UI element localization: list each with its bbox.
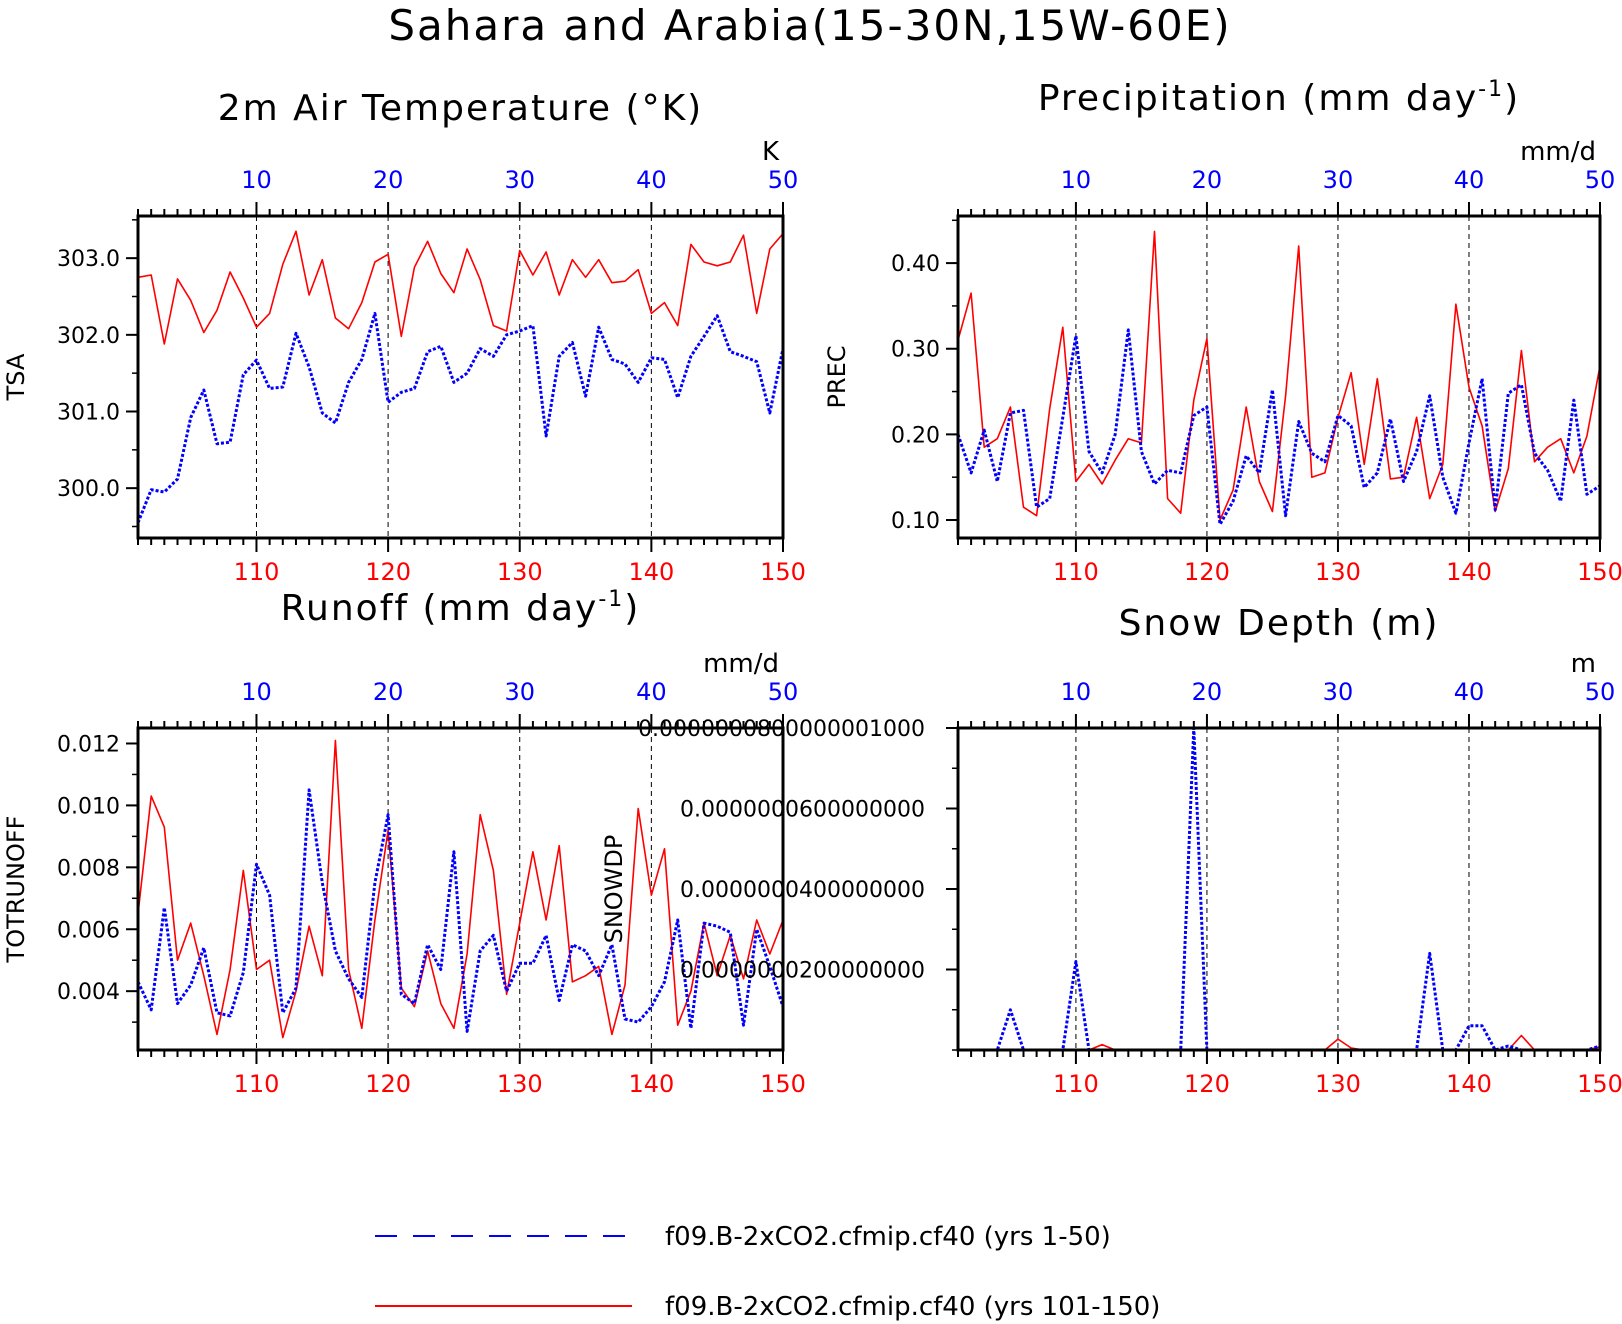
y-axis-label: PREC (823, 345, 851, 408)
y-tick-label: 0.0000000400000000 (680, 878, 925, 903)
x-tick-label-top: 30 (504, 166, 535, 194)
panel-snow-depth: Snow Depth (m) m 110 120 130 140 150 10 20 30 40 50… (600, 603, 1622, 1098)
x-tick-label-bottom: 150 (760, 1070, 806, 1098)
panel-title: Snow Depth (m) (1119, 603, 1440, 644)
panel-air-temperature: 2m Air Temperature (°K) K 110 120 130 140 150 1… (2, 88, 806, 586)
units-label: m (1571, 649, 1596, 679)
panel-title: 2m Air Temperature (°K) (218, 88, 703, 129)
x-tick-label-top: 40 (1454, 166, 1485, 194)
x-tick-label-top: 50 (1585, 166, 1616, 194)
y-tick-label: 0.004 (57, 980, 120, 1005)
y-tick-label: 0.010 (57, 794, 120, 819)
units-label: mm/d (1520, 137, 1596, 167)
legend-label-blue: f09.B-2xCO2.cfmip.cf40 (yrs 1-50) (665, 1222, 1111, 1252)
x-tick-label-top: 40 (636, 166, 667, 194)
x-tick-label-bottom: 110 (234, 1070, 280, 1098)
x-tick-label-bottom: 120 (1184, 1070, 1230, 1098)
plot-frame (136, 726, 785, 1052)
x-tick-label-top: 10 (1061, 678, 1092, 706)
y-axis-label: TOTRUNOFF (2, 816, 30, 964)
x-tick-label-bottom: 130 (1315, 1070, 1361, 1098)
series-line-blue (136, 311, 785, 524)
series-line-red (137, 230, 784, 345)
x-tick-label-top: 40 (1454, 678, 1485, 706)
panel-precipitation: Precipitation (mm day-1)mm/d 110 120 130 140… (823, 77, 1622, 586)
x-tick-label-bottom: 140 (628, 1070, 674, 1098)
x-tick-label-bottom: 130 (1315, 558, 1361, 586)
x-tick-label-bottom: 140 (1446, 1070, 1492, 1098)
x-tick-label-bottom: 140 (628, 558, 674, 586)
panel-title: Runoff (mm day-1) (281, 587, 641, 629)
x-tick-label-bottom: 140 (1446, 558, 1492, 586)
y-tick-label: 0.0000000800000001000 (638, 717, 925, 742)
x-tick-label-top: 20 (373, 678, 404, 706)
x-tick-label-top: 50 (768, 166, 799, 194)
x-tick-label-top: 20 (373, 166, 404, 194)
y-tick-label: 0.40 (891, 252, 940, 277)
y-tick-label: 0.20 (891, 423, 940, 448)
x-tick-label-top: 20 (1192, 678, 1223, 706)
x-tick-label-bottom: 150 (1577, 1070, 1622, 1098)
y-tick-label: 0.0000000200000000 (680, 959, 925, 984)
panel-runoff: Runoff (mm day-1) mm/d 110 120 130 140 150 10 20… (2, 587, 806, 1098)
y-tick-label: 0.0000000600000000 (680, 798, 925, 823)
x-tick-label-bottom: 120 (365, 558, 411, 586)
series-line-blue (958, 726, 1601, 1052)
x-tick-label-bottom: 110 (1053, 558, 1099, 586)
plot-frame (956, 726, 1602, 1052)
x-tick-label-top: 30 (504, 678, 535, 706)
units-label: K (762, 137, 780, 167)
series-line-blue (136, 788, 785, 1033)
x-tick-label-bottom: 110 (1053, 1070, 1099, 1098)
x-tick-label-bottom: 120 (365, 1070, 411, 1098)
x-tick-label-top: 30 (1323, 678, 1354, 706)
panel-title: Precipitation (mm day-1) (1038, 77, 1520, 119)
x-tick-label-top: 20 (1192, 166, 1223, 194)
y-tick-label: 0.012 (57, 732, 120, 757)
y-axis-label: SNOWDP (600, 835, 628, 944)
y-tick-label: 303.0 (57, 247, 120, 272)
legend: f09.B-2xCO2.cfmip.cf40 (yrs 1-50) f09.B-… (375, 1222, 1160, 1322)
legend-label-red: f09.B-2xCO2.cfmip.cf40 (yrs 101-150) (665, 1292, 1160, 1322)
y-tick-label: 0.008 (57, 856, 120, 881)
x-tick-label-bottom: 110 (234, 558, 280, 586)
x-tick-label-top: 10 (241, 678, 272, 706)
y-tick-label: 0.006 (57, 918, 120, 943)
x-tick-label-top: 50 (768, 678, 799, 706)
plot-frame (136, 214, 785, 540)
figure-title: Sahara and Arabia(15-30N,15W-60E) (388, 1, 1231, 50)
x-tick-label-top: 10 (241, 166, 272, 194)
series-line-blue (956, 328, 1601, 526)
x-tick-label-bottom: 150 (1577, 558, 1622, 586)
x-tick-label-top: 10 (1061, 166, 1092, 194)
x-tick-label-top: 50 (1585, 678, 1616, 706)
x-tick-label-top: 30 (1323, 166, 1354, 194)
units-label: mm/d (703, 649, 779, 679)
y-tick-label: 302.0 (57, 324, 120, 349)
x-tick-label-bottom: 130 (497, 558, 543, 586)
x-tick-label-bottom: 120 (1184, 558, 1230, 586)
x-tick-label-top: 40 (636, 678, 667, 706)
y-tick-label: 0.30 (891, 338, 940, 363)
y-tick-label: 0.10 (891, 509, 940, 534)
y-axis-label: TSA (2, 353, 30, 401)
plot-frame (956, 214, 1602, 540)
y-tick-label: 300.0 (57, 477, 120, 502)
series-line-red (137, 739, 784, 1039)
y-tick-label: 301.0 (57, 401, 120, 426)
x-tick-label-bottom: 150 (760, 558, 806, 586)
x-tick-label-bottom: 130 (497, 1070, 543, 1098)
